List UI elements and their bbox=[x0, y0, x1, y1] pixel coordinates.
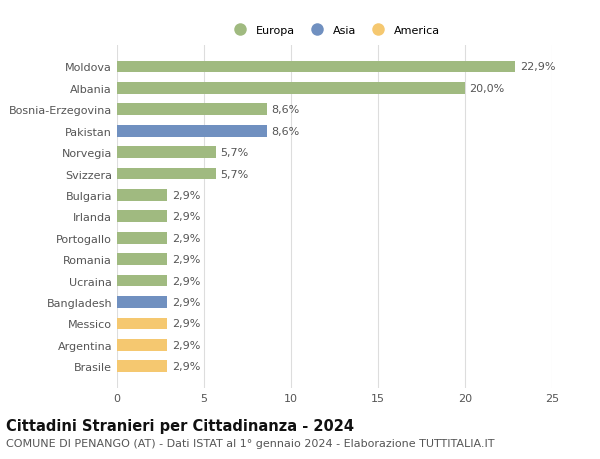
Text: Cittadini Stranieri per Cittadinanza - 2024: Cittadini Stranieri per Cittadinanza - 2… bbox=[6, 418, 354, 433]
Bar bbox=[117, 318, 167, 330]
Bar bbox=[117, 104, 266, 116]
Bar bbox=[117, 147, 216, 159]
Text: 2,9%: 2,9% bbox=[172, 233, 200, 243]
Bar bbox=[117, 168, 216, 180]
Text: 2,9%: 2,9% bbox=[172, 361, 200, 371]
Text: 2,9%: 2,9% bbox=[172, 276, 200, 286]
Text: 2,9%: 2,9% bbox=[172, 255, 200, 264]
Legend: Europa, Asia, America: Europa, Asia, America bbox=[227, 24, 442, 39]
Text: 5,7%: 5,7% bbox=[221, 169, 249, 179]
Text: 2,9%: 2,9% bbox=[172, 297, 200, 308]
Bar bbox=[117, 339, 167, 351]
Bar bbox=[117, 83, 465, 95]
Text: 5,7%: 5,7% bbox=[221, 148, 249, 158]
Bar bbox=[117, 62, 515, 73]
Bar bbox=[117, 126, 266, 137]
Text: COMUNE DI PENANGO (AT) - Dati ISTAT al 1° gennaio 2024 - Elaborazione TUTTITALIA: COMUNE DI PENANGO (AT) - Dati ISTAT al 1… bbox=[6, 438, 494, 448]
Text: 20,0%: 20,0% bbox=[469, 84, 505, 94]
Bar bbox=[117, 361, 167, 372]
Text: 2,9%: 2,9% bbox=[172, 190, 200, 201]
Text: 2,9%: 2,9% bbox=[172, 340, 200, 350]
Bar bbox=[117, 275, 167, 287]
Bar bbox=[117, 211, 167, 223]
Bar bbox=[117, 297, 167, 308]
Text: 8,6%: 8,6% bbox=[271, 126, 299, 136]
Text: 2,9%: 2,9% bbox=[172, 212, 200, 222]
Text: 8,6%: 8,6% bbox=[271, 105, 299, 115]
Bar bbox=[117, 254, 167, 265]
Text: 22,9%: 22,9% bbox=[520, 62, 556, 73]
Text: 2,9%: 2,9% bbox=[172, 319, 200, 329]
Bar bbox=[117, 232, 167, 244]
Bar bbox=[117, 190, 167, 202]
